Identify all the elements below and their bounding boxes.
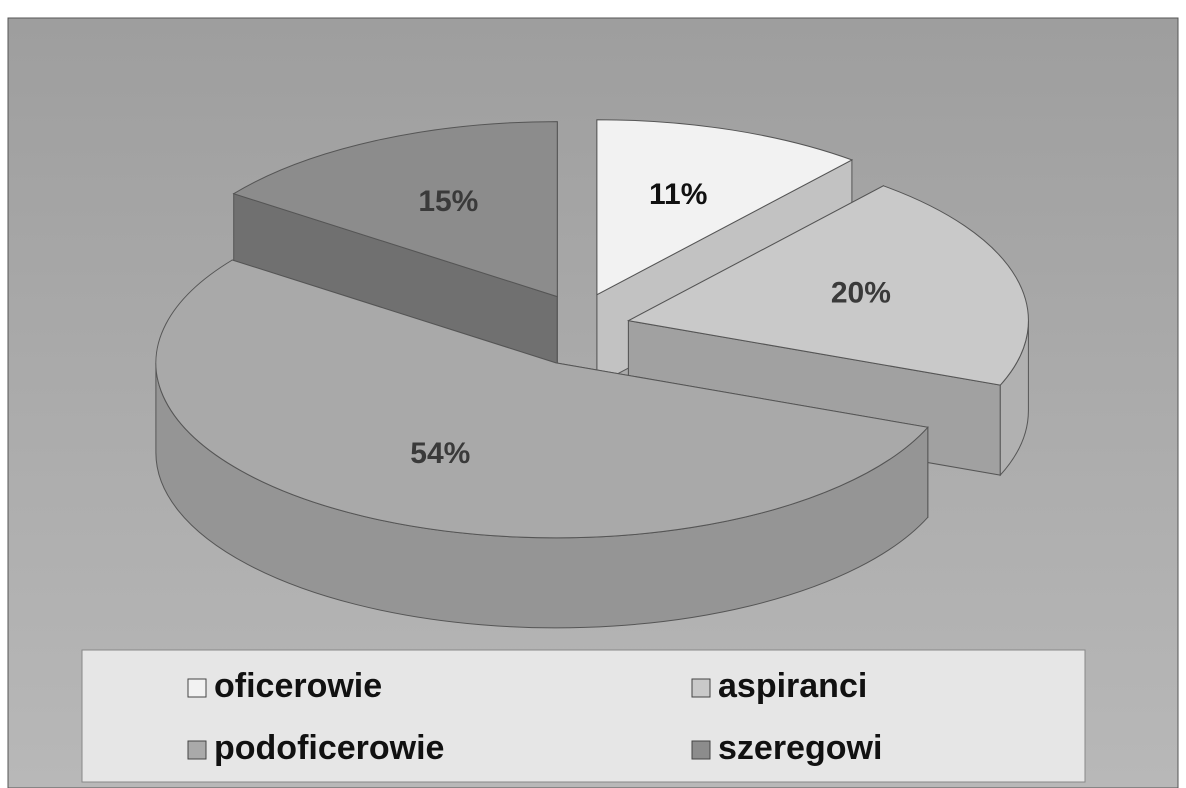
data-label: 15% [418,185,478,218]
data-label: 20% [831,276,891,309]
pie: 11% 15% 20% 54% [155,119,1029,629]
legend-label: szeregowi [718,729,882,767]
data-label: 54% [410,437,470,470]
slice-top [626,185,1029,386]
slice-top [232,121,558,298]
legend-swatch [691,740,711,760]
legend-swatch [187,678,207,698]
slice-top [596,119,854,296]
legend-label: oficerowie [214,667,382,705]
legend-box [81,649,1086,783]
slice-top [155,259,929,539]
slice [155,259,929,629]
data-label: 11% [649,178,707,211]
legend-swatch [691,678,711,698]
legend-label: podoficerowie [214,729,444,767]
legend: oficerowie aspiranci podoficerowie szeregow… [187,667,882,767]
legend-label: aspiranci [718,667,867,705]
legend-swatch [187,740,207,760]
